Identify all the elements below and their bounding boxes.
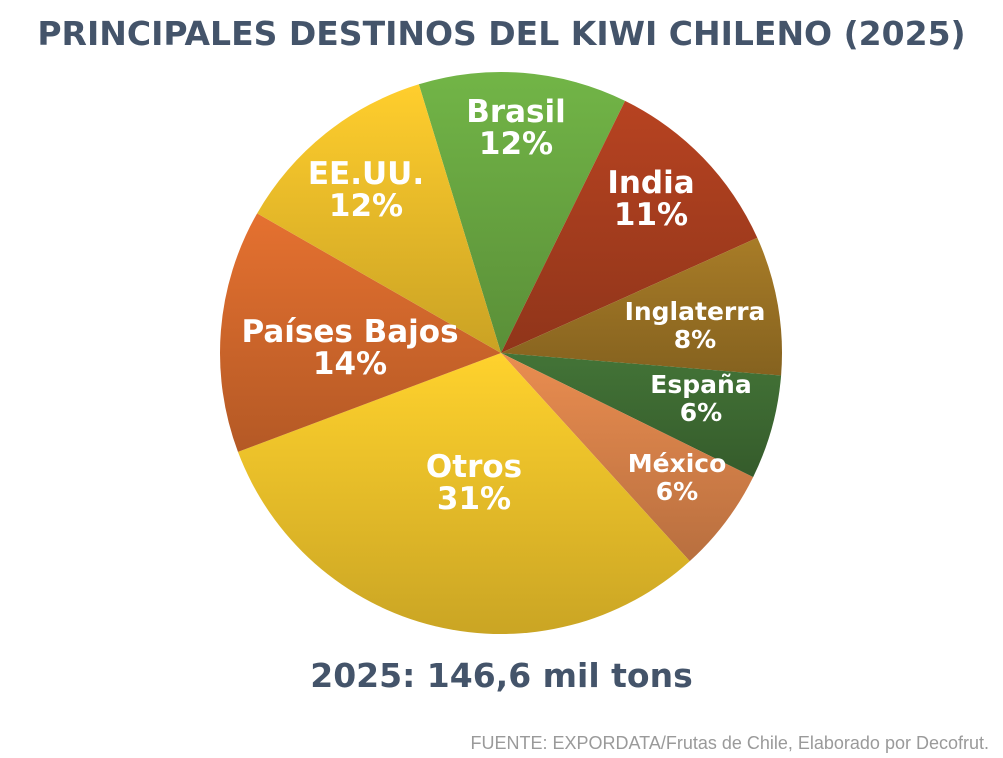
pie-slice-ee-uu- — [257, 84, 501, 353]
slice-value-label: 12% — [479, 126, 553, 162]
slice-label: Países Bajos — [241, 314, 458, 350]
slice-label: España — [650, 370, 751, 399]
pie-slice-otros — [237, 353, 690, 634]
slice-value-label: 12% — [329, 188, 403, 224]
slice-value-label: 6% — [680, 398, 722, 427]
source-note: FUENTE: EXPORDATA/Frutas de Chile, Elabo… — [470, 733, 989, 753]
slice-label: EE.UU. — [308, 156, 424, 192]
slice-label: India — [607, 165, 694, 201]
slice-label: México — [628, 449, 727, 478]
pie-slice-brasil — [418, 71, 626, 353]
pie-slice-m-xico — [501, 353, 754, 562]
chart-subtitle: 2025: 146,6 mil tons — [310, 656, 693, 695]
slice-value-label: 11% — [614, 197, 688, 233]
pie-slice-inglaterra — [501, 237, 782, 376]
chart-title: PRINCIPALES DESTINOS DEL KIWI CHILENO (2… — [37, 14, 966, 53]
slice-label: Inglaterra — [625, 297, 766, 326]
slice-label: Brasil — [466, 94, 566, 130]
slice-value-label: 6% — [656, 477, 698, 506]
pie-slice-pa-ses-bajos — [220, 213, 501, 452]
slice-label: Otros — [426, 449, 522, 485]
pie-slice-espa-a — [501, 353, 782, 478]
slice-value-label: 8% — [674, 325, 716, 354]
slice-value-label: 31% — [437, 481, 511, 517]
pie-slice-india — [501, 100, 758, 354]
slice-value-label: 14% — [313, 346, 387, 382]
